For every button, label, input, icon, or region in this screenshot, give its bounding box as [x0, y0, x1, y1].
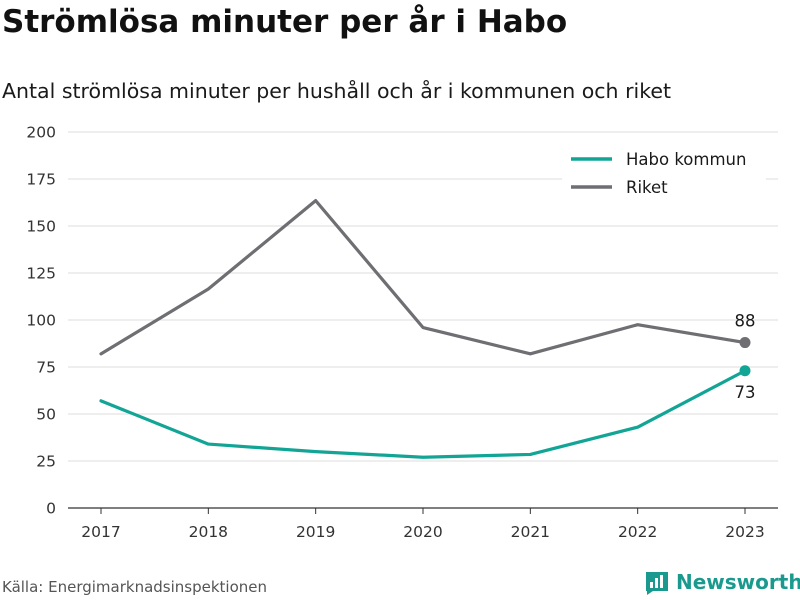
- y-tick-label: 200: [26, 124, 56, 142]
- y-tick-label: 0: [46, 500, 56, 518]
- x-tick-label: 2017: [81, 523, 120, 541]
- series-line-habo-kommun: [99, 369, 747, 459]
- x-tick-label: 2023: [725, 523, 764, 541]
- brand-logo[interactable]: Newsworthy: [644, 569, 800, 595]
- legend-label: Habo kommun: [626, 150, 746, 169]
- y-tick-label: 175: [26, 171, 56, 189]
- x-tick-label: 2018: [189, 523, 228, 541]
- y-axis-tick-labels: 0 25 50 75 100 125 150 175 200: [26, 124, 56, 518]
- brand-name: Newsworthy: [676, 570, 800, 594]
- x-tick-label: 2022: [618, 523, 657, 541]
- y-tick-label: 150: [26, 218, 56, 236]
- chart-title: Strömlösa minuter per år i Habo: [2, 4, 568, 40]
- end-value-label: 88: [735, 312, 756, 331]
- bar-chart-logo-icon: [646, 572, 668, 595]
- y-tick-label: 25: [36, 453, 56, 471]
- legend-background: [562, 144, 766, 206]
- end-point-marker: [739, 365, 751, 377]
- x-tick-label: 2019: [296, 523, 335, 541]
- legend: Habo kommun Riket: [562, 144, 766, 206]
- chart-subtitle: Antal strömlösa minuter per hushåll och …: [2, 79, 671, 103]
- y-tick-label: 75: [36, 359, 56, 377]
- series-line-riket: [99, 199, 747, 356]
- y-tick-label: 50: [36, 406, 56, 424]
- y-tick-label: 125: [26, 265, 56, 283]
- y-tick-label: 100: [26, 312, 56, 330]
- x-tick-label: 2021: [511, 523, 550, 541]
- x-axis: 2017 2018 2019 2020 2021 2022 2023: [68, 507, 778, 541]
- series-lines: 73 88: [99, 199, 756, 459]
- end-point-marker: [739, 337, 751, 349]
- source-note: Källa: Energimarknadsinspektionen: [2, 578, 268, 596]
- x-tick-label: 2020: [403, 523, 442, 541]
- end-value-label: 73: [735, 383, 756, 402]
- legend-label: Riket: [626, 178, 668, 197]
